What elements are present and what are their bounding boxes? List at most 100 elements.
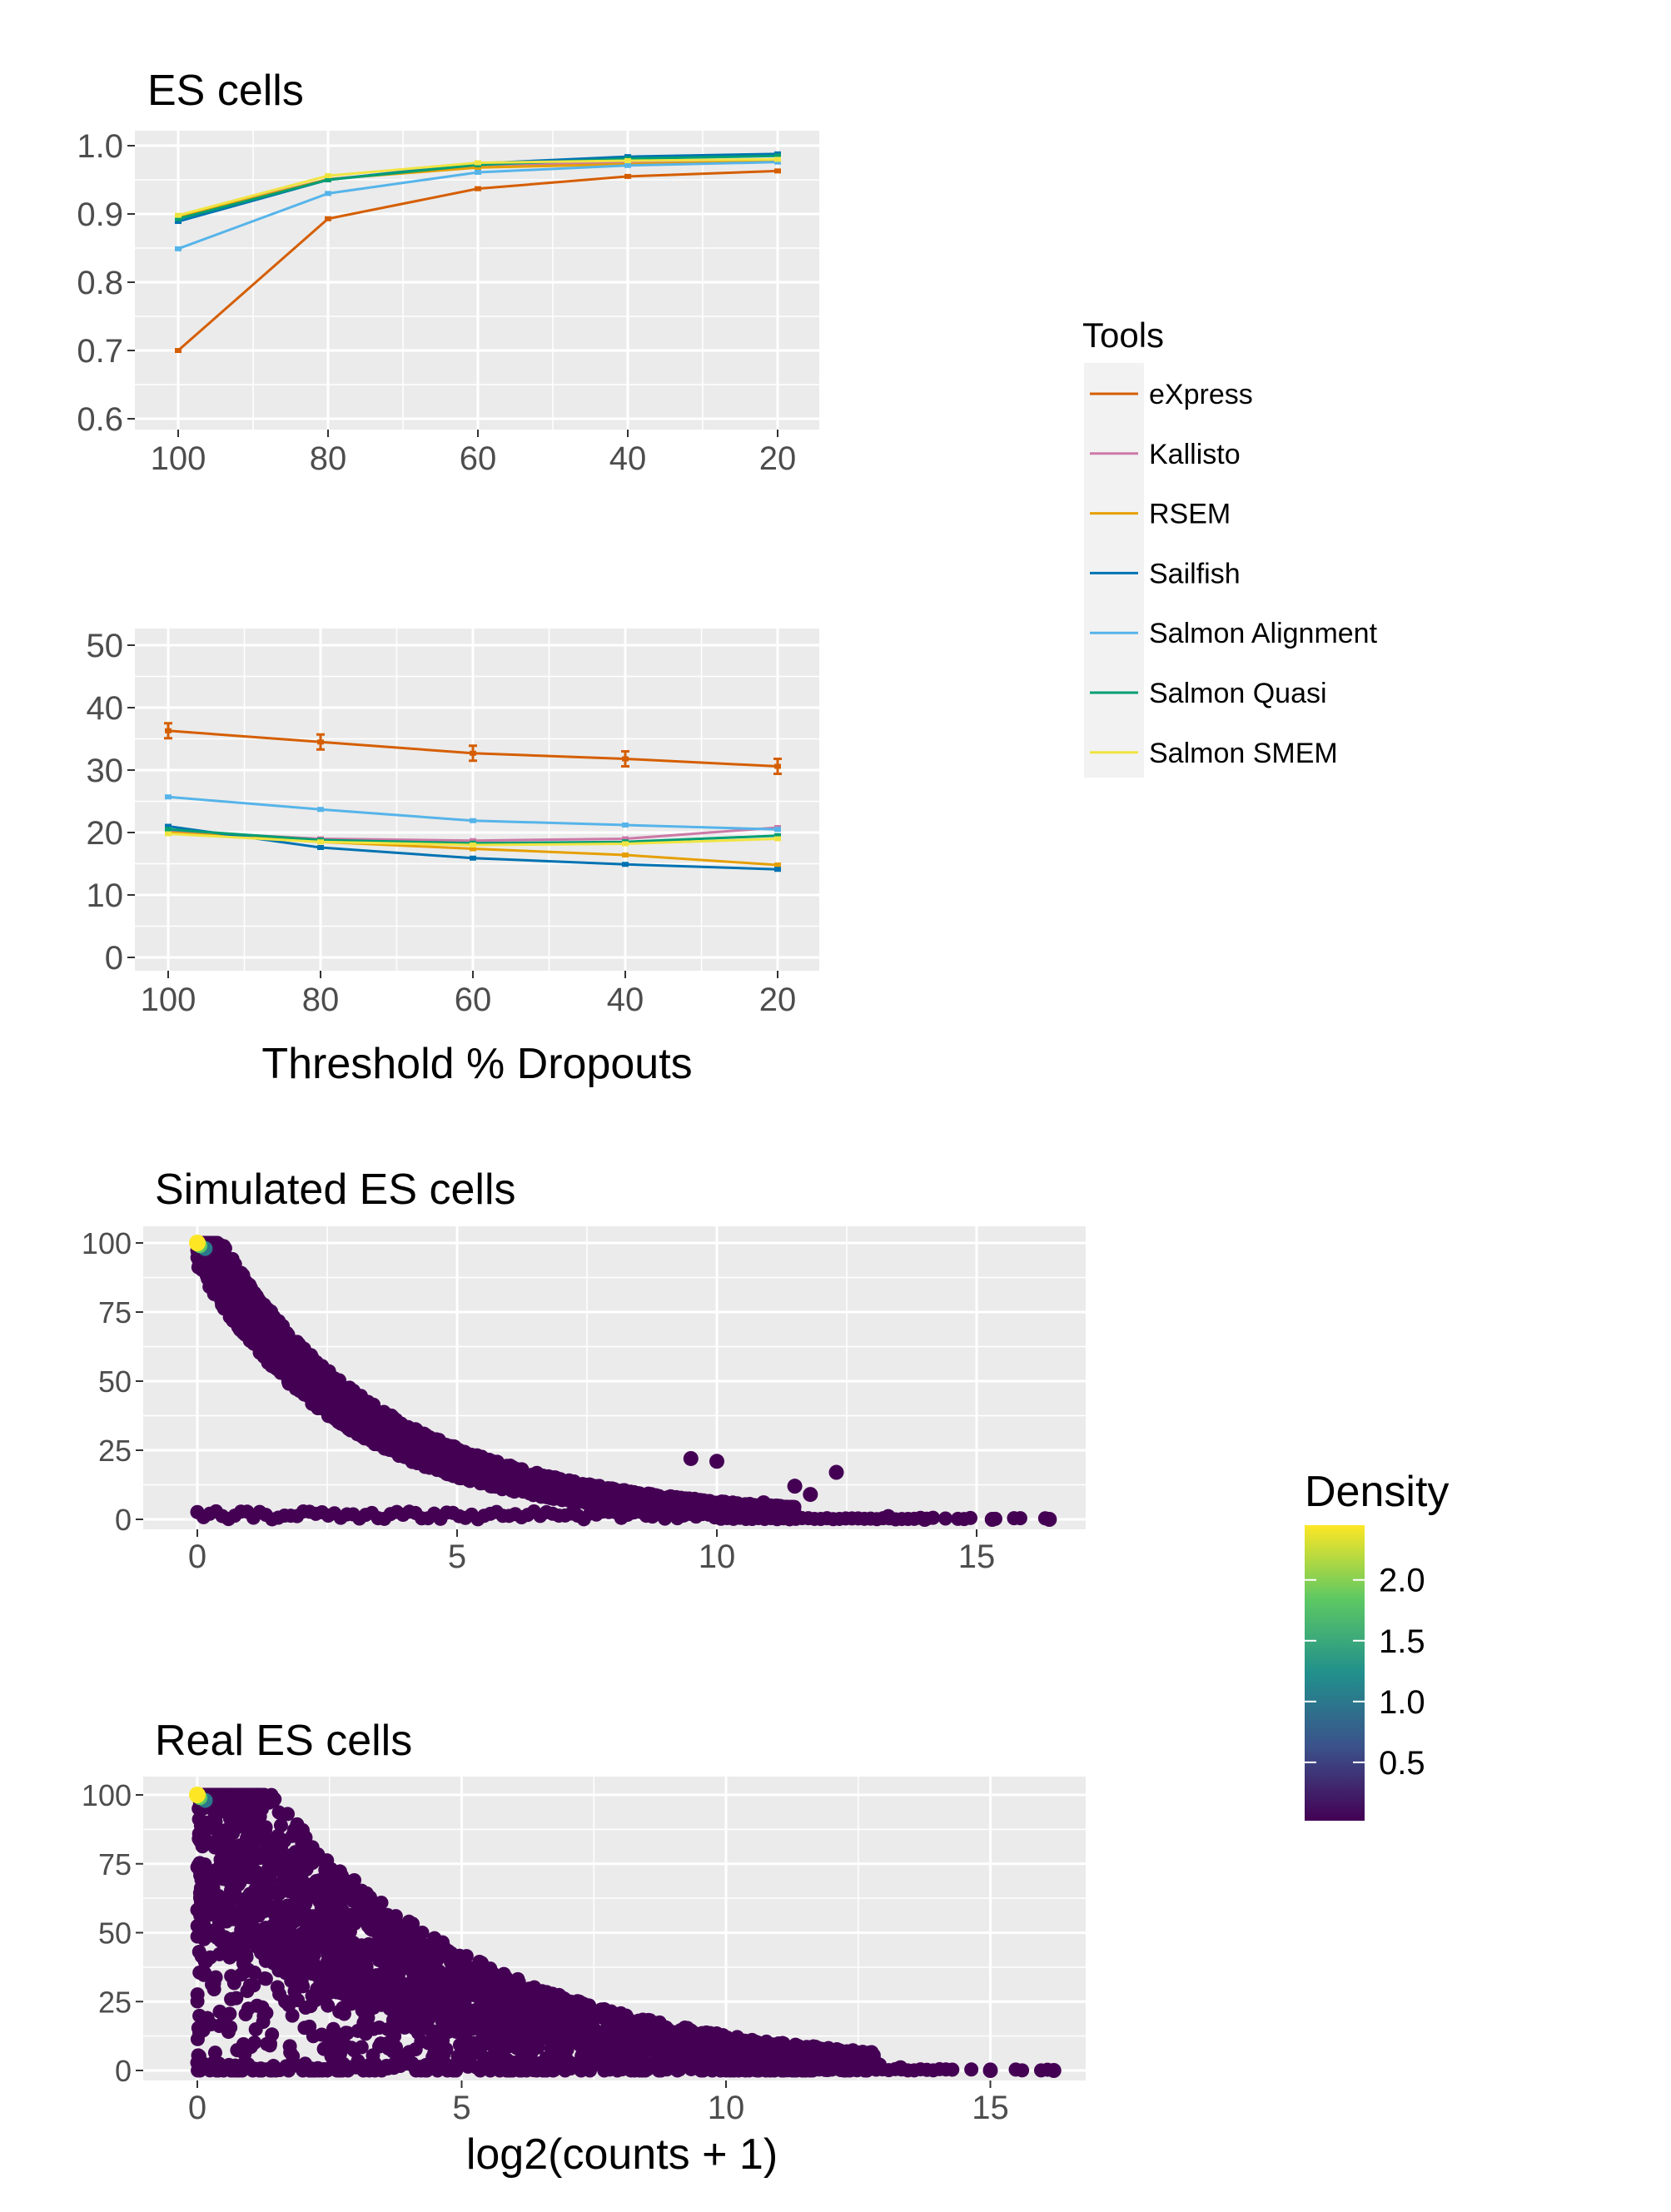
scatter-point: [364, 1401, 379, 1416]
y-tick-label: 0: [115, 2054, 132, 2088]
scatter-point: [768, 1499, 783, 1514]
data-point: [325, 191, 331, 196]
scatter-point: [443, 1467, 458, 1482]
x-tick-label: 5: [452, 2090, 470, 2126]
legend-title-tools: Tools: [1082, 316, 1164, 355]
scatter-point: [984, 1512, 1000, 1527]
data-point: [475, 169, 481, 175]
x-tick-label: 80: [302, 982, 340, 1018]
x-tick-label: 40: [607, 982, 644, 1018]
legend-label-salmon-smem: Salmon SMEM: [1149, 738, 1338, 769]
scatter-point: [321, 1917, 336, 1932]
data-point: [470, 843, 476, 848]
scatter-point: [528, 1474, 543, 1489]
scatter-point: [291, 1343, 306, 1358]
scatter-point: [307, 1392, 322, 1407]
data-point: [175, 219, 182, 225]
scatter-point: [353, 1953, 368, 1968]
chart-title-real: Real ES cells: [155, 1717, 412, 1765]
series-lines: [164, 722, 782, 872]
scatter-point: [358, 2026, 373, 2041]
scatter-point: [321, 1367, 336, 1382]
y-tick-label: 100: [82, 1778, 132, 1812]
y-tick-label: 30: [87, 753, 124, 789]
legend-label-rsem: RSEM: [1149, 499, 1231, 530]
scatter-point: [326, 2021, 341, 2036]
legend-label-salmon-alignment: Salmon Alignment: [1149, 618, 1378, 649]
scatter-point: [329, 2044, 344, 2059]
y-tick-label: 0.9: [77, 196, 123, 233]
x-tick-label: 20: [759, 440, 797, 477]
chart-title-simulated: Simulated ES cells: [155, 1166, 516, 1214]
data-point: [317, 845, 324, 850]
series-lines: [175, 151, 781, 353]
x-tick-label: 10: [708, 2090, 745, 2126]
data-point: [774, 833, 781, 838]
data-point: [317, 839, 324, 845]
scatter-point: [354, 2040, 369, 2055]
y-tick-label: 100: [82, 1226, 132, 1260]
data-point: [622, 841, 629, 847]
scatter-point: [435, 1449, 450, 1464]
data-point: [175, 216, 182, 221]
y-tick-label: 75: [98, 1847, 132, 1881]
scatter-point: [555, 1493, 569, 1508]
data-point: [165, 827, 172, 833]
chart-title-es-cells: ES cells: [147, 67, 304, 115]
scatter-point: [938, 1511, 953, 1526]
scatter-point: [729, 1499, 744, 1514]
x-tick-label: 60: [460, 440, 497, 477]
grid-lines: [135, 629, 819, 971]
y-tick-label: 1.0: [77, 128, 123, 165]
data-point: [774, 168, 781, 174]
scatter-points: [189, 1787, 1062, 2078]
scatter-point: [880, 1509, 896, 1524]
data-point: [774, 827, 781, 833]
data-point: [774, 867, 781, 872]
scatter-point: [309, 1920, 324, 1935]
data-point: [165, 823, 172, 829]
scatter-point: [415, 1925, 430, 1940]
data-point: [165, 794, 172, 800]
x-tick-label: 0: [188, 1538, 206, 1575]
x-tick-label: 80: [310, 440, 347, 477]
plot-panel: [135, 629, 819, 971]
y-tick-label: 0: [105, 940, 123, 977]
scatter-point: [224, 1969, 239, 1984]
scatter-point: [667, 1491, 682, 1506]
scatter-point: [229, 1308, 244, 1323]
x-tick-label: 10: [699, 1538, 736, 1575]
data-point: [774, 159, 781, 165]
legend-label-salmon-quasi: Salmon Quasi: [1149, 678, 1327, 709]
scatter-point: [251, 1302, 266, 1317]
scatter-point: [283, 2045, 298, 2060]
scatter-point: [264, 1359, 279, 1374]
x-tick-label: 100: [151, 440, 206, 477]
legend-label-sailfish: Sailfish: [1149, 558, 1241, 589]
scatter-point: [425, 1436, 440, 1451]
data-point: [624, 162, 631, 168]
scatter-point: [708, 1495, 723, 1510]
data-point: [624, 158, 631, 164]
y-tick-label: 50: [98, 1364, 132, 1399]
scatter-point: [225, 1290, 240, 1305]
tools-legend: Tools eXpressKallistoRSEMSailfishSalmon …: [1082, 308, 1378, 778]
y-tick-label: 10: [87, 877, 124, 914]
y-tick-label: 0: [115, 1503, 132, 1537]
scatter-point: [633, 1487, 648, 1502]
y-tick-label: 0.7: [77, 333, 123, 370]
data-point: [475, 160, 481, 166]
data-point: [622, 836, 629, 842]
data-point: [175, 348, 182, 353]
scatter-point: [305, 1840, 320, 1855]
data-point: [325, 177, 331, 182]
scatter-point: [509, 1478, 524, 1493]
scatter-point-peak: [189, 1235, 206, 1251]
